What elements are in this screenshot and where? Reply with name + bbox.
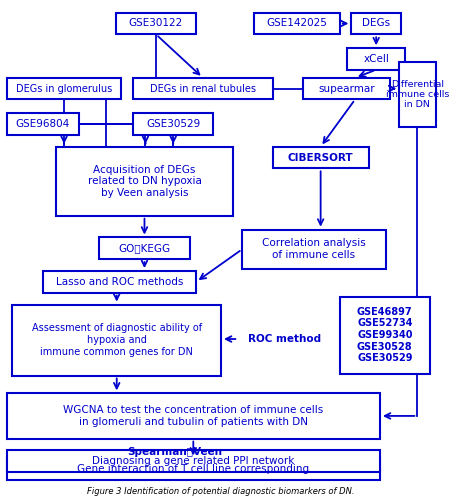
FancyBboxPatch shape	[133, 113, 213, 135]
Text: Gene interaction of T cell line corresponding: Gene interaction of T cell line correspo…	[77, 464, 308, 474]
FancyBboxPatch shape	[303, 78, 389, 100]
Text: DEGs: DEGs	[361, 18, 389, 28]
FancyBboxPatch shape	[6, 458, 379, 480]
FancyBboxPatch shape	[253, 12, 339, 34]
Text: GSE30529: GSE30529	[146, 119, 200, 129]
FancyBboxPatch shape	[350, 12, 400, 34]
FancyBboxPatch shape	[347, 48, 404, 70]
Text: WGCNA to test the concentration of immune cells
in glomeruli and tubulin of pati: WGCNA to test the concentration of immun…	[63, 405, 323, 426]
FancyBboxPatch shape	[6, 113, 79, 135]
Text: Assessment of diagnostic ability of
hypoxia and
immune common genes for DN: Assessment of diagnostic ability of hypo…	[31, 324, 201, 356]
Text: GO、KEGG: GO、KEGG	[118, 244, 170, 254]
Text: CIBERSORT: CIBERSORT	[287, 152, 353, 162]
FancyBboxPatch shape	[6, 78, 121, 100]
Text: Diagnosing a gene related PPI network: Diagnosing a gene related PPI network	[92, 456, 294, 466]
FancyBboxPatch shape	[116, 12, 196, 34]
Text: Spearman、Veen: Spearman、Veen	[127, 448, 222, 458]
FancyBboxPatch shape	[133, 78, 272, 100]
Text: ROC method: ROC method	[247, 334, 320, 344]
Text: Acquisition of DEGs
related to DN hypoxia
by Veen analysis: Acquisition of DEGs related to DN hypoxi…	[87, 164, 201, 198]
FancyBboxPatch shape	[339, 296, 429, 374]
Text: Correlation analysis
of immune cells: Correlation analysis of immune cells	[262, 238, 365, 260]
Text: Differential
immune cells
in DN: Differential immune cells in DN	[385, 80, 448, 110]
Text: GSE30122: GSE30122	[129, 18, 183, 28]
FancyBboxPatch shape	[56, 146, 232, 216]
FancyBboxPatch shape	[398, 62, 435, 127]
FancyBboxPatch shape	[12, 304, 221, 376]
FancyBboxPatch shape	[6, 394, 379, 438]
FancyBboxPatch shape	[98, 238, 190, 259]
Text: xCell: xCell	[363, 54, 388, 64]
Text: DEGs in renal tubules: DEGs in renal tubules	[150, 84, 255, 94]
Text: GSE46897
GSE52734
GSE99340
GSE30528
GSE30529: GSE46897 GSE52734 GSE99340 GSE30528 GSE3…	[356, 307, 412, 364]
Text: GSE142025: GSE142025	[266, 18, 326, 28]
FancyBboxPatch shape	[6, 450, 379, 472]
Text: Lasso and ROC methods: Lasso and ROC methods	[56, 277, 183, 287]
Text: DEGs in glomerulus: DEGs in glomerulus	[16, 84, 112, 94]
FancyBboxPatch shape	[43, 271, 196, 292]
FancyBboxPatch shape	[242, 230, 385, 269]
Text: GSE96804: GSE96804	[16, 119, 70, 129]
FancyBboxPatch shape	[272, 146, 368, 169]
Text: Figure 3 Identification of potential diagnostic biomarkers of DN.: Figure 3 Identification of potential dia…	[87, 488, 354, 496]
Text: supearmar: supearmar	[318, 84, 374, 94]
